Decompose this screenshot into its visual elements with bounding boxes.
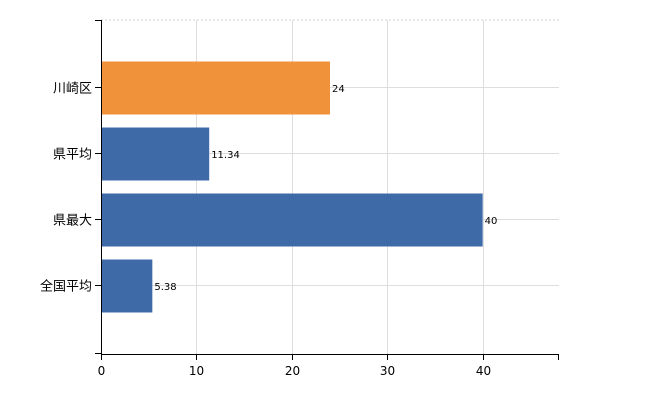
data-label: 11.34 (211, 150, 240, 161)
axes (95, 20, 559, 360)
category-label: 県最大 (53, 214, 92, 229)
bar (101, 193, 483, 247)
data-label: 5.38 (154, 282, 176, 293)
category-label: 川崎区 (53, 82, 92, 97)
data-label: 40 (485, 216, 498, 227)
x-tick-label: 10 (189, 364, 204, 378)
bars (101, 61, 483, 313)
x-tick-label: 30 (380, 364, 395, 378)
data-label: 24 (332, 84, 345, 95)
bar (101, 61, 330, 115)
bar (101, 259, 153, 313)
x-tick-label: 20 (285, 364, 300, 378)
bar (101, 127, 210, 181)
category-label: 全国平均 (40, 279, 92, 295)
category-label: 県平均 (53, 148, 92, 163)
x-tick-label: 0 (98, 364, 106, 378)
x-tick-label: 40 (476, 364, 491, 378)
